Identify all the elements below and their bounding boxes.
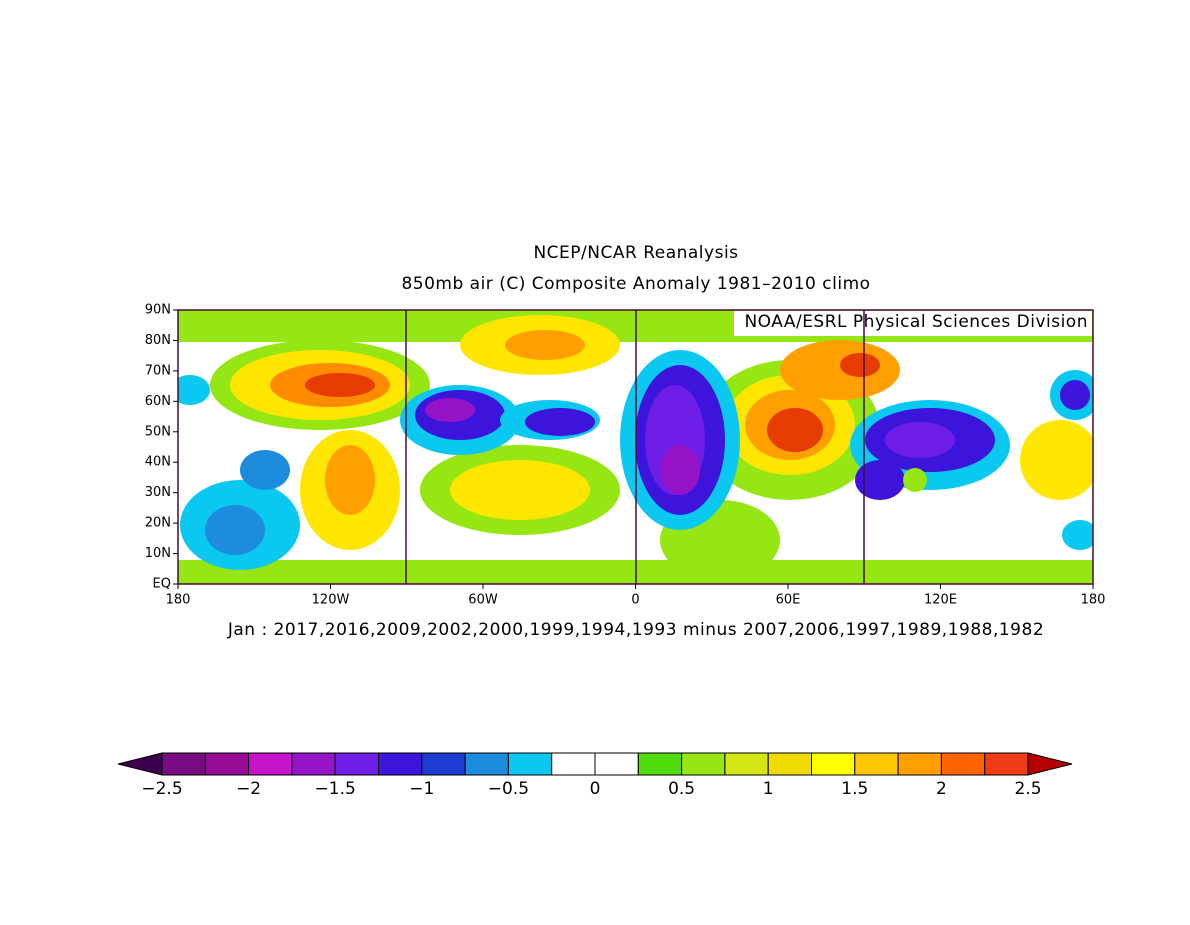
colorbar-label: 1 <box>763 779 774 799</box>
colorbar-label: −2 <box>236 779 261 799</box>
colorbar-label: −2.5 <box>141 779 182 799</box>
colorbar-label: 2 <box>936 779 947 799</box>
colorbar-box <box>811 752 856 776</box>
y-tick-label: 60N <box>145 394 171 409</box>
anomaly-field <box>178 310 1093 584</box>
y-tick-label: 20N <box>145 516 171 531</box>
colorbar-box <box>681 752 726 776</box>
colorbar-high-arrow <box>1027 752 1073 776</box>
colorbar-box <box>767 752 813 776</box>
title: NCEP/NCAR Reanalysis <box>533 243 738 263</box>
x-tick-label: 0 <box>631 593 639 608</box>
x-tick-label: 120E <box>924 593 957 608</box>
y-tick-label: EQ <box>153 577 171 592</box>
subtitle: 850mb air (C) Composite Anomaly 1981–201… <box>401 274 870 294</box>
colorbar-label: −1 <box>409 779 434 799</box>
colorbar-label: −1.5 <box>315 779 356 799</box>
x-tick-label: 60W <box>468 593 498 608</box>
x-tick-label: 120W <box>312 593 350 608</box>
caption: Jan : 2017,2016,2009,2002,2000,1999,1994… <box>227 620 1044 640</box>
colorbar-label: 2.5 <box>1014 779 1041 799</box>
colorbar-box <box>594 752 639 776</box>
y-tick-label: 80N <box>145 333 171 348</box>
credit: NOAA/ESRL Physical Sciences Division <box>744 312 1088 332</box>
colorbar-box <box>724 752 769 776</box>
colorbar-box <box>464 752 509 776</box>
colorbar-box <box>854 752 899 776</box>
colorbar-box <box>334 752 380 776</box>
colorbar-box <box>421 752 466 776</box>
colorbar-low-arrow <box>117 752 163 776</box>
y-tick-label: 90N <box>145 303 171 318</box>
colorbar-box <box>637 752 683 776</box>
y-tick-label: 10N <box>145 546 171 561</box>
colorbar-label: −0.5 <box>488 779 529 799</box>
colorbar-label: 1.5 <box>841 779 868 799</box>
y-tick-label: 30N <box>145 485 171 500</box>
colorbar-box <box>291 752 336 776</box>
y-tick-label: 40N <box>145 455 171 470</box>
colorbar-box <box>161 752 206 776</box>
colorbar-box <box>378 752 423 776</box>
y-tick-label: 50N <box>145 424 171 439</box>
colorbar-box <box>897 752 942 776</box>
colorbar-label: 0.5 <box>668 779 695 799</box>
x-tick-label: 60E <box>776 593 801 608</box>
y-tick-label: 70N <box>145 363 171 378</box>
colorbar-label: 0 <box>590 779 601 799</box>
x-tick-label: 180 <box>1081 593 1106 608</box>
x-tick-label: 180 <box>166 593 191 608</box>
colorbar-box <box>248 752 293 776</box>
colorbar-box <box>551 752 596 776</box>
colorbar-box <box>940 752 986 776</box>
colorbar-box <box>507 752 553 776</box>
colorbar-box <box>984 752 1029 776</box>
colorbar-box <box>204 752 250 776</box>
